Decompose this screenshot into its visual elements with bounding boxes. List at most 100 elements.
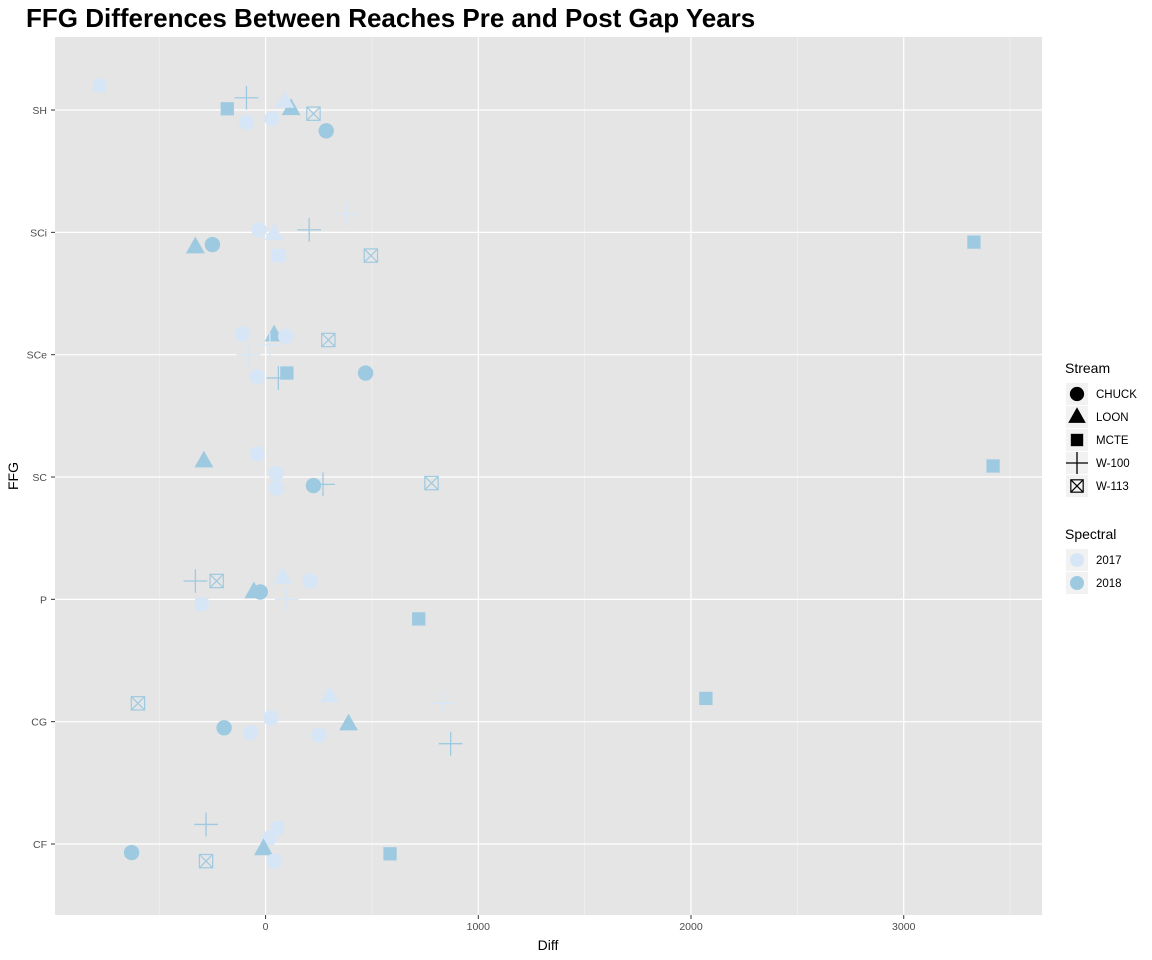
y-axis-title: FFG [5,462,21,490]
data-point [318,123,334,139]
point-shape-triangle [254,838,273,856]
data-point [220,102,234,116]
point-shape-circle [305,477,322,494]
point-shape-triangle [275,90,295,108]
data-point [280,366,294,380]
point-shape-triangle [185,236,205,254]
point-shape-circle [302,573,318,589]
point-shape-circle [249,446,265,462]
point-shape-circle [252,584,268,600]
data-point [123,844,140,861]
point-shape-box [321,332,336,348]
data-point [251,222,267,238]
point-shape-circle [278,328,294,345]
point-shape-cross-b [1070,479,1084,493]
data-point [254,838,273,856]
legend-stream-item: CHUCK [1066,383,1137,405]
point-shape-cross-b [306,106,321,121]
data-point [424,475,439,491]
data-point [699,691,713,706]
legend-stream-items: CHUCK LOON MCTE W-100 W-113 [1065,383,1137,497]
data-point [986,459,1000,473]
data-point [194,450,214,468]
data-point [266,853,282,869]
point-shape-square [699,691,713,706]
legend-key-plus [1065,451,1089,475]
data-point [194,812,218,837]
point-shape-triangle [339,713,358,731]
point-shape-cross-b [198,854,214,869]
legend-spectral-title: Spectral [1065,526,1116,542]
x-tick-label: 2000 [679,921,703,933]
legend-key-triangle [1068,407,1086,423]
point-shape-circle [266,853,282,869]
point-shape-circle [268,480,284,496]
point-shape-square [967,235,981,249]
point-shape-box [424,475,439,491]
grid-minor [158,37,1011,915]
data-point [273,566,293,584]
data-point [242,724,259,741]
legend-key-boxx [1070,479,1084,493]
point-shape-triangle [273,566,293,584]
point-shape-square [195,597,209,611]
point-shape-square [1070,433,1084,447]
x-tick-label: 1000 [467,921,491,933]
legend-stream-label: W-113 [1096,481,1129,493]
data-point [268,480,284,496]
data-point [216,720,232,736]
data-point [183,569,208,593]
data-point [264,110,280,127]
x-axis-title: Diff [538,937,559,953]
data-point [252,584,268,600]
x-tick-label: 0 [263,921,269,933]
data-points [93,78,1000,869]
point-shape-circle [1069,386,1085,402]
data-point [412,612,426,626]
legend-stream-title: Stream [1065,360,1110,376]
point-shape-circle [263,710,279,726]
y-tick-label: SCe [27,350,48,362]
point-shape-triangle [1068,407,1086,423]
data-point [130,696,146,711]
legend-stream-label: LOON [1096,412,1129,424]
data-point [339,713,358,731]
data-point [357,365,374,381]
point-shape-circle [311,727,327,743]
data-point [274,587,299,612]
data-point [198,853,214,869]
data-point [363,248,379,263]
point-shape-circle [238,114,255,130]
y-tick-label: CG [31,717,47,729]
x-axis-ticks: 0 1000 2000 3000 [263,915,916,933]
legend-key-circle [1070,553,1084,567]
data-point [266,366,291,390]
y-tick-label: P [40,594,47,606]
data-point [263,710,279,726]
point-shape-circle [357,365,374,381]
legend-spectral-items: 2017 2018 [1066,549,1122,594]
point-shape-circle [242,724,259,741]
point-shape-circle [216,720,232,736]
legend-stream-item: LOON [1066,406,1129,428]
data-point [306,106,321,121]
point-shape-square [220,102,234,116]
legend-stream-item: MCTE [1066,429,1129,451]
point-shape-square [271,248,286,263]
point-shape-circle [268,465,284,482]
data-point [438,731,463,756]
data-point [185,236,205,254]
legend-spectral-item: 2017 [1066,549,1122,571]
legend-key-circle [1070,576,1084,590]
data-point [275,90,295,108]
data-point [204,236,221,253]
point-shape-circle [264,110,280,127]
point-shape-box [363,248,379,263]
point-shape-cross-b [130,696,146,711]
point-shape-box [306,106,321,121]
data-point [430,691,455,716]
legend-key-circle [1069,386,1085,402]
data-point [264,223,284,240]
data-point [268,465,284,482]
